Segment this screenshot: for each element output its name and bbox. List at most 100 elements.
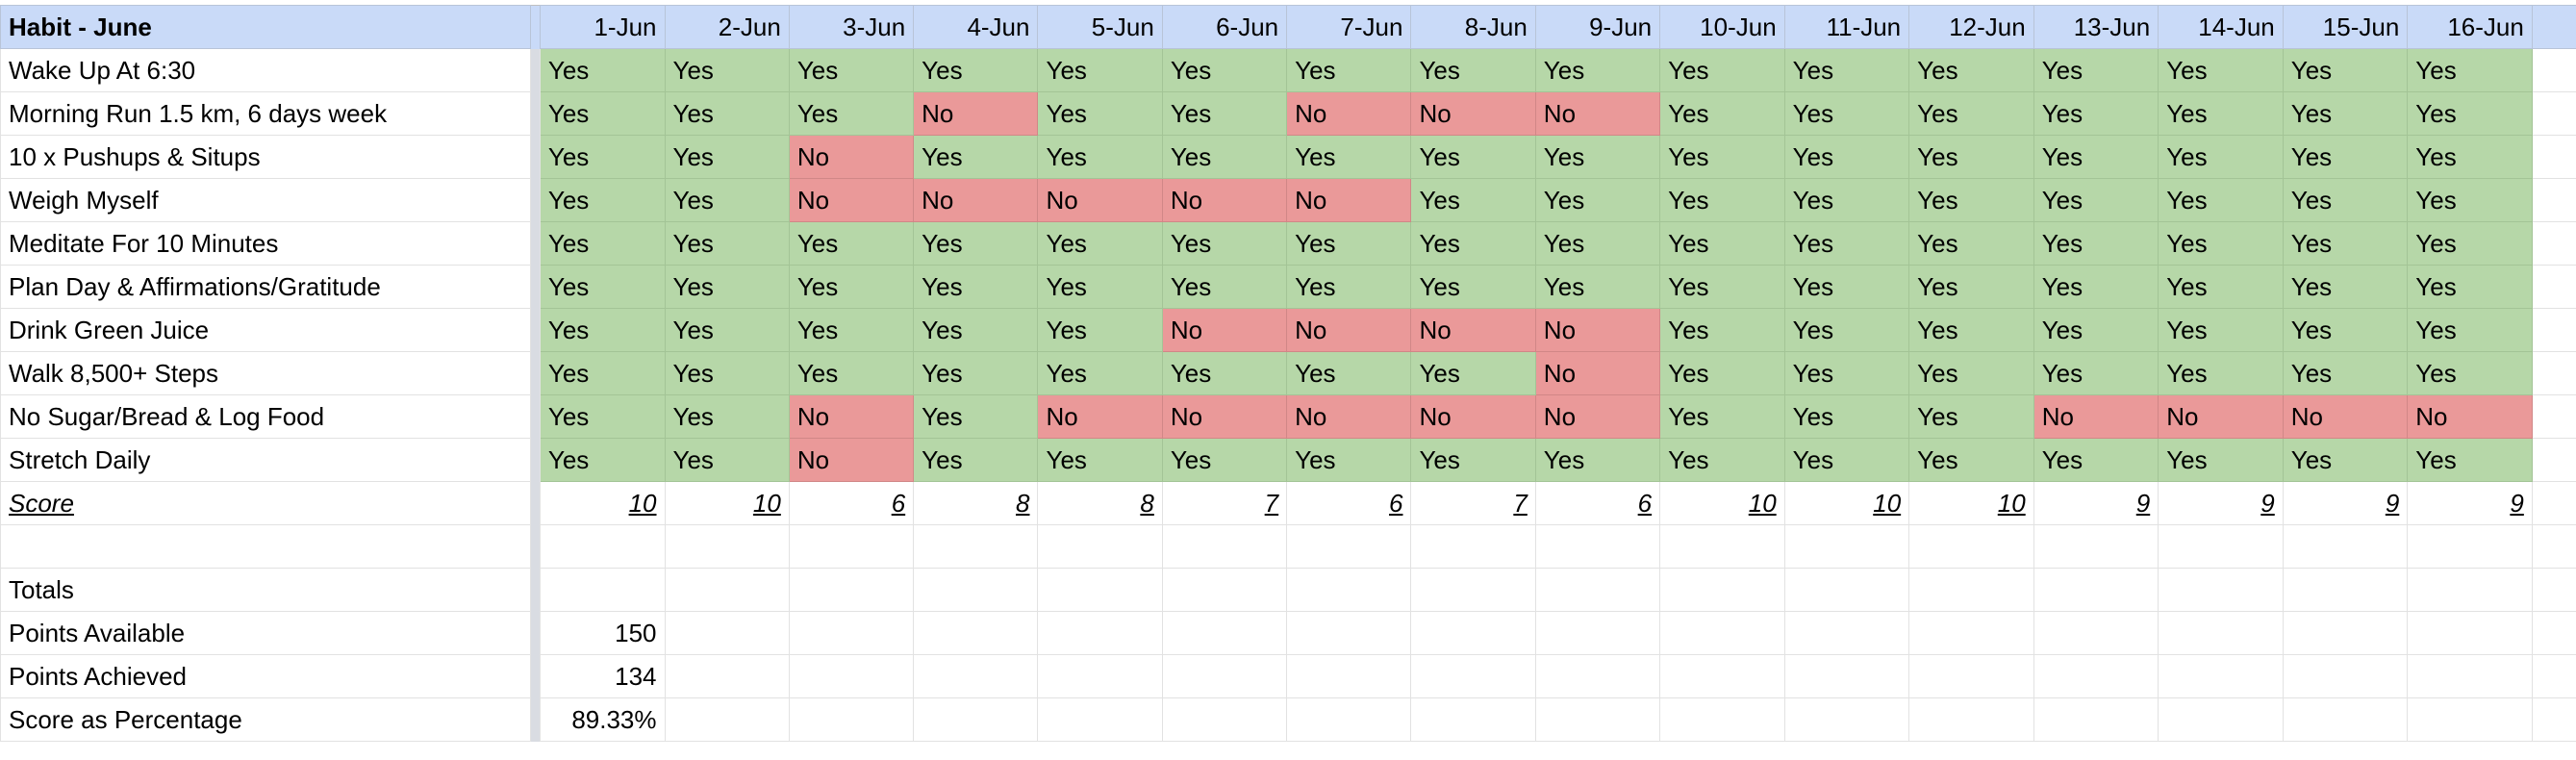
empty-cell[interactable] (2407, 697, 2533, 742)
habit-status-cell[interactable]: Yes (1659, 438, 1785, 482)
habit-status-cell[interactable]: Yes (913, 438, 1039, 482)
habit-name-cell[interactable]: Drink Green Juice (0, 308, 531, 352)
date-header-cell[interactable]: 3-Jun (788, 5, 915, 49)
empty-cell[interactable] (664, 568, 790, 612)
habit-status-cell[interactable]: No (1534, 308, 1661, 352)
habit-status-cell[interactable]: Yes (1908, 178, 2034, 222)
habit-status-cell[interactable]: Yes (913, 265, 1039, 309)
empty-cell[interactable] (2407, 654, 2533, 698)
empty-cell[interactable] (2158, 697, 2284, 742)
empty-cell[interactable] (2282, 697, 2409, 742)
habit-status-cell[interactable]: Yes (1286, 351, 1412, 395)
empty-cell[interactable] (2531, 697, 2576, 742)
habit-status-cell[interactable]: No (2407, 394, 2533, 439)
habit-status-cell[interactable]: Yes (1908, 438, 2034, 482)
empty-cell[interactable] (2531, 265, 2576, 309)
frozen-column-divider[interactable] (530, 481, 541, 525)
habit-status-cell[interactable]: No (788, 178, 915, 222)
date-header-cell[interactable]: 2-Jun (664, 5, 790, 49)
habit-status-cell[interactable]: Yes (664, 265, 790, 309)
habit-status-cell[interactable]: No (1161, 308, 1288, 352)
habit-status-cell[interactable]: Yes (2158, 48, 2284, 92)
habit-status-cell[interactable]: Yes (2158, 221, 2284, 266)
habit-status-cell[interactable]: Yes (539, 221, 666, 266)
empty-cell[interactable] (1908, 611, 2034, 655)
habit-name-cell[interactable]: Walk 8,500+ Steps (0, 351, 531, 395)
score-cell[interactable]: 10 (539, 481, 666, 525)
date-header-cell[interactable]: 12-Jun (1908, 5, 2034, 49)
empty-cell[interactable] (664, 697, 790, 742)
habit-status-cell[interactable]: Yes (1659, 91, 1785, 136)
empty-cell[interactable] (1161, 697, 1288, 742)
habit-status-cell[interactable]: Yes (1286, 135, 1412, 179)
empty-cell[interactable] (1534, 697, 1661, 742)
empty-cell[interactable] (913, 611, 1039, 655)
habit-status-cell[interactable]: Yes (539, 135, 666, 179)
habit-status-cell[interactable]: No (788, 135, 915, 179)
habit-status-cell[interactable]: No (1410, 308, 1536, 352)
empty-cell[interactable] (2531, 135, 2576, 179)
habit-status-cell[interactable]: Yes (1286, 221, 1412, 266)
habit-status-cell[interactable]: Yes (2033, 308, 2159, 352)
habit-status-cell[interactable]: Yes (1410, 178, 1536, 222)
empty-cell[interactable] (1534, 524, 1661, 569)
habit-status-cell[interactable]: Yes (1659, 178, 1785, 222)
empty-cell[interactable] (1286, 611, 1412, 655)
habit-status-cell[interactable]: Yes (1783, 438, 1910, 482)
frozen-column-divider[interactable] (530, 5, 541, 49)
habit-status-cell[interactable]: Yes (2033, 135, 2159, 179)
empty-cell[interactable] (1908, 524, 2034, 569)
frozen-column-divider[interactable] (530, 48, 541, 92)
habit-status-cell[interactable]: Yes (1659, 221, 1785, 266)
empty-cell[interactable] (539, 568, 666, 612)
habit-status-cell[interactable]: No (1161, 178, 1288, 222)
habit-status-cell[interactable]: Yes (1659, 351, 1785, 395)
habit-status-cell[interactable]: Yes (539, 394, 666, 439)
habit-status-cell[interactable]: Yes (1659, 48, 1785, 92)
habit-status-cell[interactable]: Yes (2158, 178, 2284, 222)
habit-status-cell[interactable]: No (1286, 91, 1412, 136)
empty-cell[interactable] (1534, 568, 1661, 612)
habit-status-cell[interactable]: No (2282, 394, 2409, 439)
habit-status-cell[interactable]: Yes (2033, 438, 2159, 482)
habit-status-cell[interactable]: Yes (1659, 308, 1785, 352)
totals-row-label-cell[interactable]: Points Achieved (0, 654, 531, 698)
frozen-column-divider[interactable] (530, 308, 541, 352)
empty-cell[interactable] (1286, 697, 1412, 742)
empty-cell[interactable] (1659, 697, 1785, 742)
habit-status-cell[interactable]: Yes (2282, 135, 2409, 179)
habit-status-cell[interactable]: Yes (1659, 135, 1785, 179)
empty-cell[interactable] (2531, 568, 2576, 612)
habit-status-cell[interactable]: Yes (2033, 351, 2159, 395)
habit-status-cell[interactable]: Yes (1534, 135, 1661, 179)
habit-status-cell[interactable]: Yes (664, 91, 790, 136)
habit-status-cell[interactable]: Yes (2282, 221, 2409, 266)
habit-status-cell[interactable]: Yes (1783, 91, 1910, 136)
totals-label-cell[interactable]: Totals (0, 568, 531, 612)
habit-status-cell[interactable]: Yes (2033, 91, 2159, 136)
habit-status-cell[interactable]: Yes (2407, 91, 2533, 136)
empty-cell[interactable] (788, 654, 915, 698)
empty-cell[interactable] (2531, 5, 2576, 49)
habit-status-cell[interactable]: Yes (1908, 91, 2034, 136)
empty-cell[interactable] (1161, 611, 1288, 655)
habit-status-cell[interactable]: No (2158, 394, 2284, 439)
empty-cell[interactable] (1783, 611, 1910, 655)
empty-cell[interactable] (1410, 524, 1536, 569)
date-header-cell[interactable]: 14-Jun (2158, 5, 2284, 49)
habit-status-cell[interactable]: Yes (664, 351, 790, 395)
habit-status-cell[interactable]: Yes (1161, 48, 1288, 92)
empty-cell[interactable] (1410, 611, 1536, 655)
habit-status-cell[interactable]: Yes (2282, 265, 2409, 309)
score-cell[interactable]: 7 (1410, 481, 1536, 525)
empty-cell[interactable] (1286, 654, 1412, 698)
habit-status-cell[interactable]: Yes (2033, 221, 2159, 266)
empty-cell[interactable] (2531, 308, 2576, 352)
empty-cell[interactable] (1037, 568, 1163, 612)
totals-value-cell[interactable]: 134 (539, 654, 666, 698)
habit-status-cell[interactable]: Yes (1783, 48, 1910, 92)
score-cell[interactable]: 8 (1037, 481, 1163, 525)
habit-status-cell[interactable]: No (1037, 178, 1163, 222)
habit-status-cell[interactable]: No (1410, 394, 1536, 439)
habit-status-cell[interactable]: Yes (2033, 48, 2159, 92)
